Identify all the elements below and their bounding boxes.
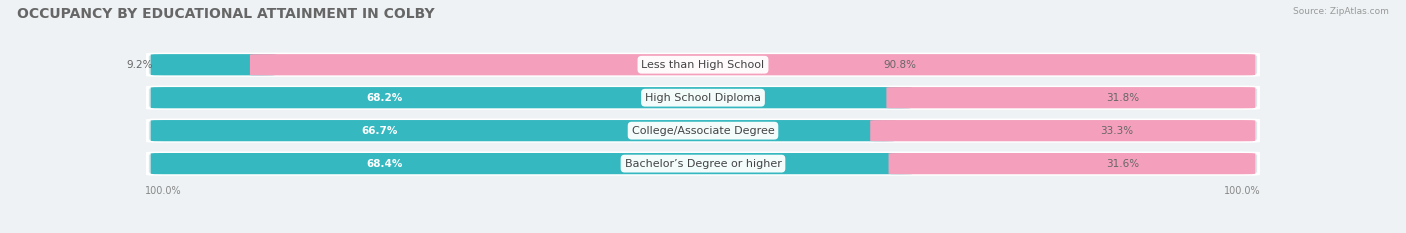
Text: 68.2%: 68.2% (366, 93, 402, 103)
Text: Bachelor’s Degree or higher: Bachelor’s Degree or higher (624, 159, 782, 169)
Text: 66.7%: 66.7% (361, 126, 398, 136)
FancyBboxPatch shape (150, 120, 896, 141)
FancyBboxPatch shape (150, 54, 276, 75)
Text: Less than High School: Less than High School (641, 60, 765, 70)
Text: 31.6%: 31.6% (1107, 159, 1140, 169)
FancyBboxPatch shape (870, 120, 1256, 141)
Text: Source: ZipAtlas.com: Source: ZipAtlas.com (1294, 7, 1389, 16)
Text: 9.2%: 9.2% (127, 60, 153, 70)
FancyBboxPatch shape (148, 54, 1258, 75)
Text: 31.8%: 31.8% (1105, 93, 1139, 103)
Text: High School Diploma: High School Diploma (645, 93, 761, 103)
Text: OCCUPANCY BY EDUCATIONAL ATTAINMENT IN COLBY: OCCUPANCY BY EDUCATIONAL ATTAINMENT IN C… (17, 7, 434, 21)
FancyBboxPatch shape (148, 120, 1258, 141)
Text: College/Associate Degree: College/Associate Degree (631, 126, 775, 136)
FancyBboxPatch shape (889, 153, 1256, 174)
FancyBboxPatch shape (150, 87, 912, 108)
FancyBboxPatch shape (250, 54, 1256, 75)
FancyBboxPatch shape (148, 87, 1258, 108)
Text: 90.8%: 90.8% (883, 60, 917, 70)
Text: 33.3%: 33.3% (1099, 126, 1133, 136)
Text: 68.4%: 68.4% (367, 159, 404, 169)
FancyBboxPatch shape (148, 153, 1258, 174)
FancyBboxPatch shape (150, 153, 914, 174)
FancyBboxPatch shape (886, 87, 1256, 108)
